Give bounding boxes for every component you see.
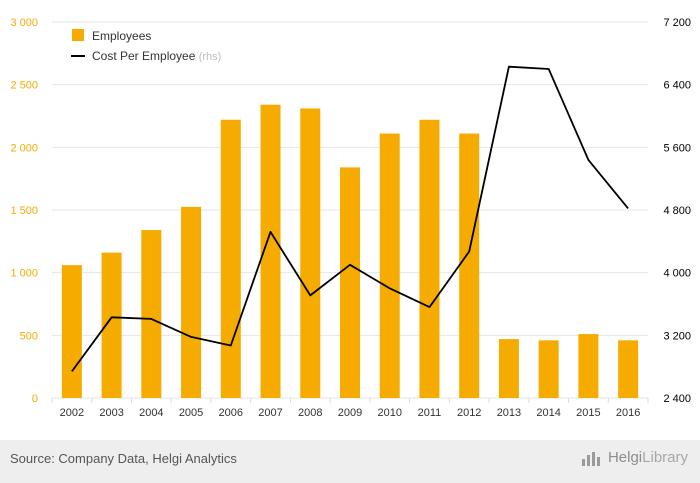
bar-employees-2015 [578, 334, 599, 398]
left-tick-label: 2 500 [10, 80, 38, 92]
x-axis: 2002 2003 2004 2005 2006 2007 2008 2009 2010 2011… [60, 407, 641, 419]
bar-employees-2012 [459, 133, 480, 398]
bar-employees-2009 [340, 167, 360, 398]
brand-name-part2: Library [642, 449, 688, 466]
right-tick-label: 7 200 [663, 17, 691, 29]
x-tick-label-2002: 2002 [60, 407, 84, 419]
bar-employees-2007 [260, 104, 281, 398]
x-tick-label-2013: 2013 [497, 407, 521, 419]
left-tick-label: 1 000 [10, 268, 38, 280]
right-axis: 2 400 3 200 4 000 4 800 5 600 6 400 7 200 [663, 17, 691, 405]
bar-employees-2011 [419, 119, 440, 398]
bar-employees-2008 [300, 108, 321, 398]
bar-chart-icon [581, 451, 600, 466]
bar-employees-2002 [61, 265, 82, 398]
left-tick-label: 0 [32, 393, 38, 405]
bar-employees-2014 [538, 340, 559, 398]
source-note: Source: Company Data, Helgi Analytics [10, 451, 237, 466]
line-cost-per-employee-path [71, 65, 629, 372]
brand-logo: HelgiLibrary [581, 449, 688, 466]
x-tick-label-2012: 2012 [457, 407, 481, 419]
legend-label-cost-per-employee: Cost Per Employee (rhs) [92, 49, 221, 63]
left-axis: 0 500 1 000 1 500 2 000 2 500 3 000 [10, 17, 38, 405]
left-tick-label: 3 000 [10, 17, 38, 29]
bar-employees-2010 [379, 133, 400, 398]
bar-employees-2005 [181, 206, 202, 398]
x-tick-label-2006: 2006 [219, 407, 243, 419]
right-tick-label: 4 000 [663, 268, 691, 280]
right-tick-label: 4 800 [663, 205, 691, 217]
left-tick-label: 2 000 [10, 142, 38, 154]
right-tick-label: 3 200 [663, 330, 691, 342]
left-tick-label: 500 [20, 330, 38, 342]
right-tick-label: 2 400 [663, 393, 691, 405]
x-tick-label-2008: 2008 [298, 407, 322, 419]
x-tick-label-2010: 2010 [377, 407, 401, 419]
x-tick-label-2003: 2003 [99, 407, 123, 419]
x-tick-label-2004: 2004 [139, 407, 163, 419]
x-tick-label-2007: 2007 [258, 407, 282, 419]
x-tick-label-2014: 2014 [536, 407, 560, 419]
bars-employees [61, 104, 639, 398]
legend-swatch-employees [72, 29, 84, 41]
right-tick-label: 6 400 [663, 80, 691, 92]
bar-employees-2003 [101, 252, 122, 398]
left-tick-label: 1 500 [10, 205, 38, 217]
x-tick-label-2011: 2011 [418, 407, 442, 419]
legend-label-employees: Employees [92, 29, 151, 43]
bar-employees-2016 [618, 340, 639, 398]
line-cost-per-employee [71, 65, 629, 372]
x-tick-label-2005: 2005 [179, 407, 203, 419]
bar-employees-2004 [141, 230, 162, 398]
brand-name-part1: Helgi [607, 449, 643, 466]
bar-employees-2006 [220, 119, 241, 398]
x-tick-label-2016: 2016 [616, 407, 640, 419]
bar-employees-2013 [498, 339, 519, 398]
x-tick-label-2009: 2009 [338, 407, 362, 419]
right-tick-label: 5 600 [663, 142, 691, 154]
legend-rhs-note: (rhs) [199, 51, 222, 63]
legend: Employees Cost Per Employee (rhs) [71, 29, 221, 63]
x-tick-label-2015: 2015 [576, 407, 600, 419]
